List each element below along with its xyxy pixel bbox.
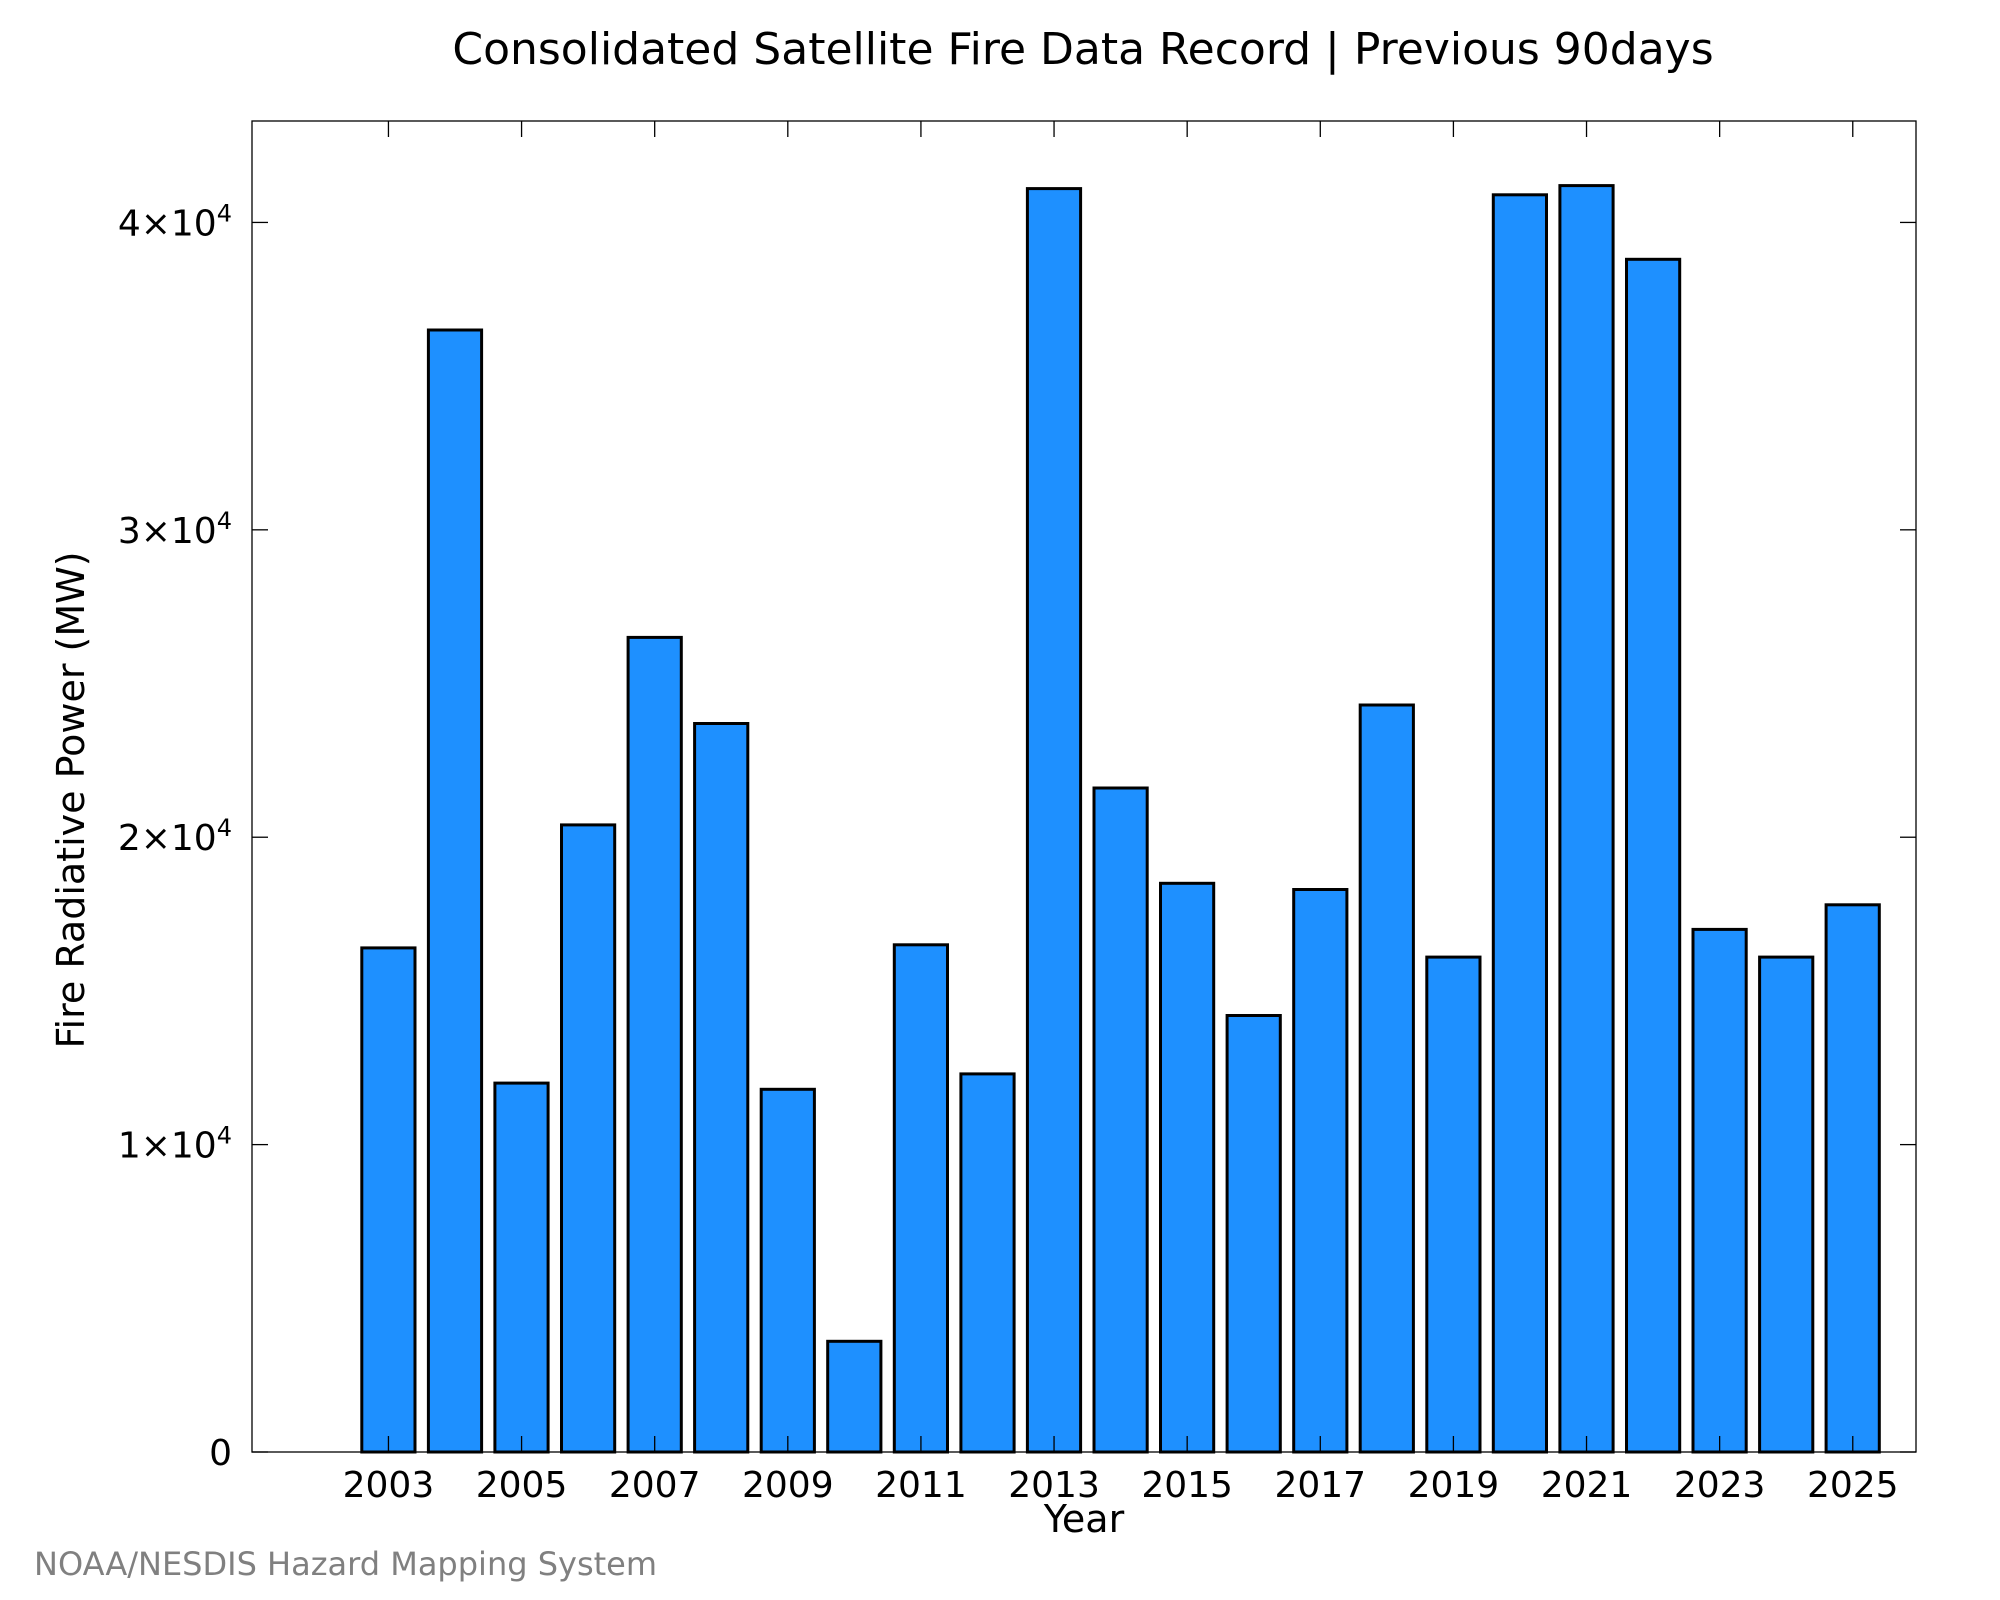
bar-2011 [892,943,949,1454]
credit-text: NOAA/NESDIS Hazard Mapping System [34,1545,657,1583]
x-tick-label: 2013 [1008,1465,1100,1506]
y-axis-title: Fire Radiative Power (MW) [49,551,93,1048]
y-tick-label: 4×104 [118,199,232,244]
bar-2017 [1292,888,1349,1454]
x-tick-label: 2015 [1141,1465,1233,1506]
x-axis-title: Year [1043,1497,1125,1541]
bar-2022 [1625,257,1682,1454]
bar-2019 [1425,955,1482,1454]
x-tick-label: 2005 [476,1465,568,1506]
bar-2021 [1558,184,1615,1454]
y-tick-label: 2×104 [118,814,232,859]
x-tick-label: 2025 [1807,1465,1899,1506]
bar-2013 [1025,187,1083,1454]
x-tick-label: 2017 [1274,1465,1366,1506]
y-tick-label: 1×104 [118,1122,232,1167]
x-axis: 2003 2005 2007 2009 2011 2013 2015 2017 2019 2021… [343,121,1899,1506]
bar-2009 [759,1087,816,1454]
x-tick-label: 2021 [1541,1465,1633,1506]
plot-frame [251,120,1917,1453]
x-tick-label: 2007 [609,1465,701,1506]
bar-2015 [1159,881,1216,1454]
y-tick-label: 3×104 [118,507,232,552]
bar-2010 [826,1339,883,1454]
bar-2018 [1358,703,1415,1454]
bar-2007 [626,635,683,1454]
x-tick-label: 2009 [742,1465,834,1506]
bar-2012 [959,1072,1016,1454]
bar-2008 [693,722,750,1454]
bar-2016 [1225,1014,1282,1454]
x-tick-label: 2019 [1408,1465,1500,1506]
bars-layer [360,184,1881,1454]
bar-2006 [560,823,617,1454]
bar-2014 [1092,786,1149,1454]
bar-2003 [360,946,417,1454]
chart-title: Consolidated Satellite Fire Data Record … [452,24,1713,75]
y-axis: 0 1×104 2×104 3×104 4×104 [118,199,1916,1474]
x-tick-label: 2003 [343,1465,435,1506]
bar-2004 [426,328,484,1454]
bar-2020 [1491,193,1549,1454]
bar-2005 [493,1081,550,1454]
y-tick-label: 0 [209,1433,232,1474]
x-tick-label: 2011 [875,1465,967,1506]
bar-2024 [1758,955,1815,1454]
bar-2023 [1691,927,1748,1454]
x-tick-label: 2023 [1674,1465,1766,1506]
bar-2025 [1824,903,1881,1454]
